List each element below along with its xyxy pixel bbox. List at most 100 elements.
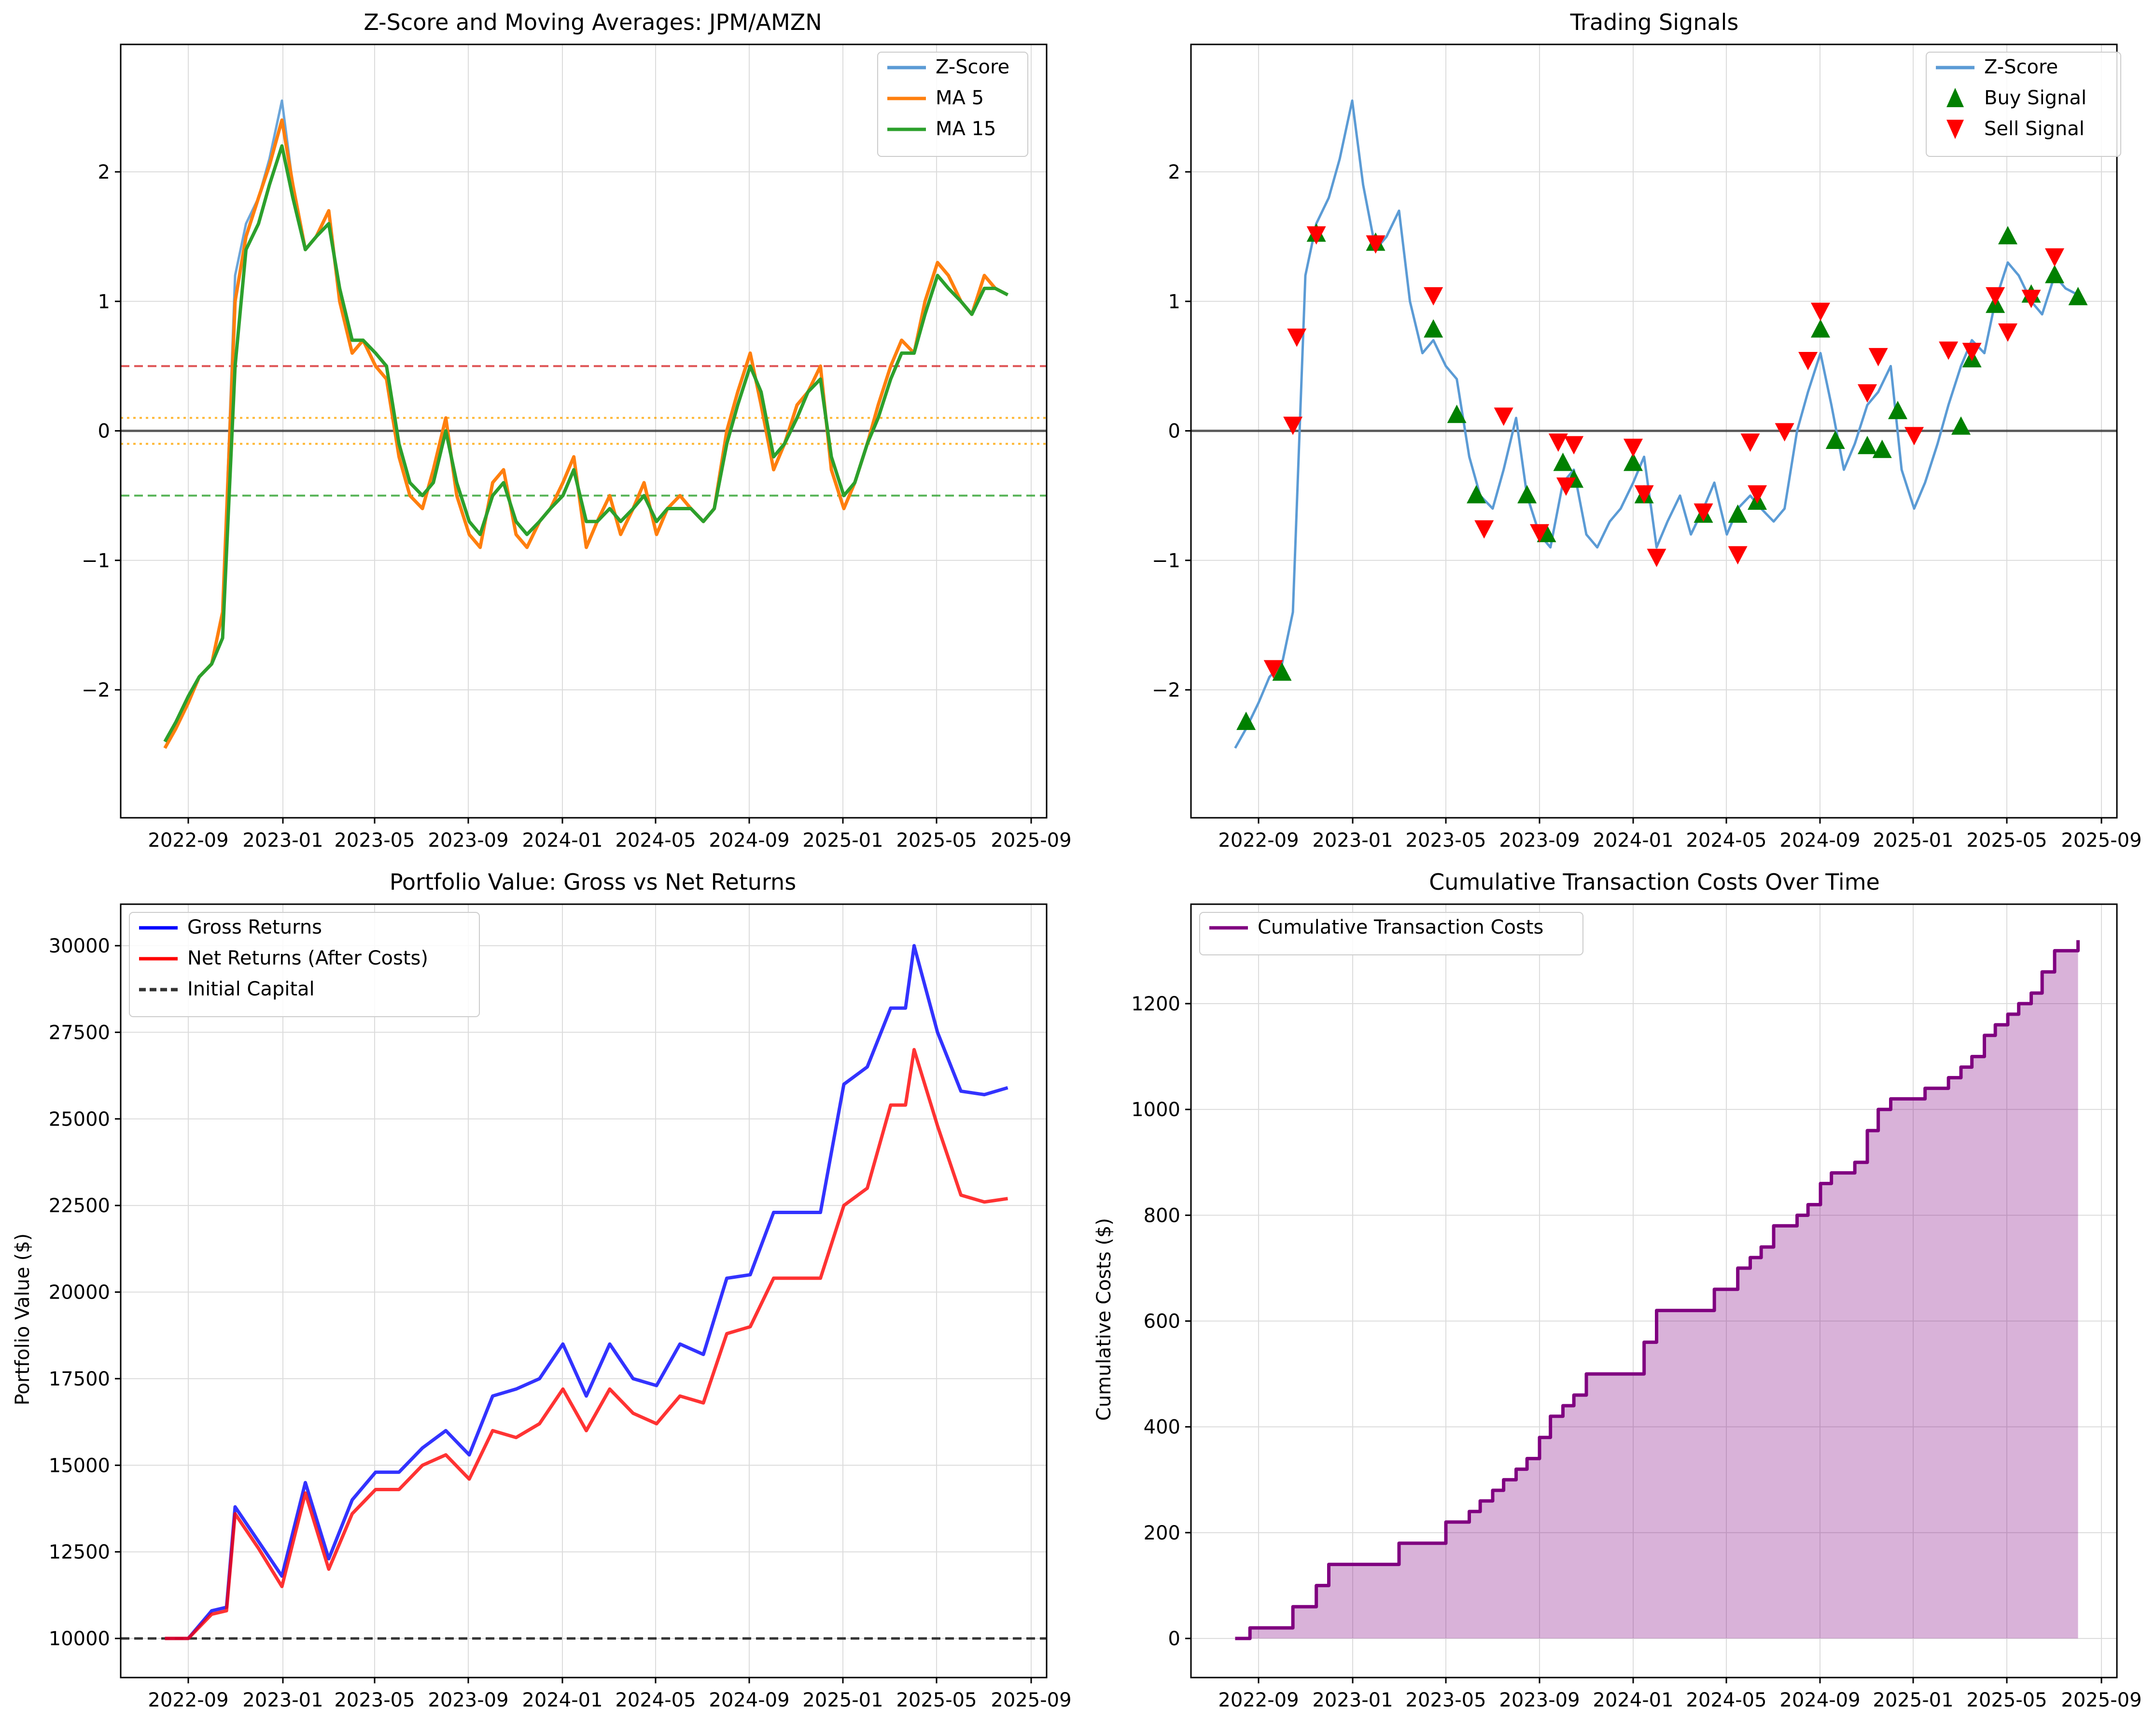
panel3-plot-area: 2022-09 2023-01 2023-05 2023-09 2024-01 2024-… [49,903,1072,1711]
sell-signal-marker [1263,660,1283,679]
zscore-ma-panel: Z-Score and Moving Averages: JPM/AMZN 20… [82,9,1072,852]
x-tick-label: 2023-05 [334,829,415,852]
axes-frame [1190,43,2118,819]
sell-signal-marker [1287,328,1307,347]
sell-signal-marker [1728,546,1748,565]
x-tick-label: 2023-09 [1499,1689,1580,1711]
x-tick-label: 2025-01 [1873,1689,1953,1711]
panel1-plot-area: 2022-09 2023-01 2023-05 2023-09 2024-01 2024-… [82,43,1072,852]
y-tick-label: −2 [1152,679,1180,701]
legend-label: MA 15 [936,118,996,140]
y-tick-label: 1200 [1131,993,1180,1015]
transaction-costs-panel: Cumulative Transaction Costs Over Time C… [1093,869,2142,1711]
x-tick-label: 2024-01 [522,1689,602,1711]
panel3-title: Portfolio Value: Gross vs Net Returns [390,869,796,895]
series-line-net [165,1048,1008,1640]
x-tick-label: 2023-05 [1405,829,1486,852]
sell-signal-marker [1904,427,1924,446]
x-tick-label: 2024-01 [1593,1689,1673,1711]
sell-signal-marker [1798,351,1818,370]
y-tick-label: 12500 [49,1541,110,1564]
x-tick-label: 2024-01 [1593,829,1673,852]
x-tick-label: 2023-05 [334,1689,415,1711]
y-tick-label: 27500 [49,1021,110,1044]
series-line-gross [165,944,1008,1640]
y-tick-label: 1 [98,291,110,313]
buy-signal-marker [1624,452,1643,471]
sell-signal-marker [1548,433,1568,452]
buy-signal-marker [2068,287,2088,306]
sell-signal-marker [1998,323,2017,342]
x-tick-label: 2025-09 [991,829,1071,852]
legend-label: Buy Signal [1984,87,2086,109]
legend-swatch [1946,88,1964,107]
legend-label: Z-Score [1984,56,2058,78]
x-tick-label: 2023-09 [428,829,508,852]
y-tick-label: 0 [1168,420,1180,443]
y-tick-label: 15000 [49,1455,110,1477]
x-tick-label: 2023-05 [1405,1689,1486,1711]
y-tick-label: 400 [1144,1416,1180,1439]
sell-signal-marker [1986,287,2005,306]
x-tick-label: 2024-05 [1686,829,1766,852]
sell-signal-marker [2021,290,2041,308]
x-tick-label: 2024-05 [615,829,696,852]
buy-signal-marker [1825,430,1845,449]
panel4-ylabel: Cumulative Costs ($) [1093,1218,1115,1421]
y-tick-label: 17500 [49,1368,110,1390]
sell-signal-marker [1748,485,1767,504]
sell-signal-marker [1647,548,1666,567]
x-tick-label: 2025-09 [991,1689,1071,1711]
x-tick-label: 2025-09 [2061,829,2142,852]
x-tick-label: 2024-05 [1686,1689,1766,1711]
panel2-plot-area: 2022-09 2023-01 2023-05 2023-09 2024-01 2024-… [1152,43,2142,852]
buy-signal-marker [1272,662,1292,681]
buy-signal-marker [1447,405,1467,423]
y-tick-label: 1000 [1131,1099,1180,1121]
x-tick-label: 2025-01 [802,1689,883,1711]
x-tick-label: 2022-09 [1218,829,1299,852]
x-tick-label: 2024-09 [1779,829,1860,852]
sell-signal-marker [1306,226,1326,245]
x-tick-label: 2025-01 [1873,829,1953,852]
legend-label: Sell Signal [1984,118,2085,140]
sell-signal-marker [1556,477,1576,496]
sell-signal-marker [1474,520,1494,539]
sell-signal-marker [1634,485,1654,504]
legend-label: Cumulative Transaction Costs [1258,916,1543,938]
legend-label: Gross Returns [187,916,322,938]
buy-signal-marker [1424,319,1443,338]
panel1-title: Z-Score and Moving Averages: JPM/AMZN [364,9,822,35]
legend-label: Initial Capital [187,978,315,1000]
y-tick-label: −1 [82,550,110,572]
x-tick-label: 2025-01 [802,829,883,852]
sell-signal-marker [1694,503,1713,522]
x-tick-label: 2023-01 [242,1689,323,1711]
y-tick-label: 200 [1144,1522,1180,1544]
y-tick-label: 2 [98,161,110,183]
cost-area-fill [1235,940,2078,1638]
y-tick-label: 1 [1168,291,1180,313]
panel2-title: Trading Signals [1570,9,1739,35]
x-tick-label: 2023-01 [1312,829,1393,852]
panel3-ylabel: Portfolio Value ($) [12,1233,34,1405]
sell-signal-marker [1494,407,1513,426]
sell-signal-marker [1775,423,1794,442]
legend-label: MA 5 [936,87,984,109]
buy-signal-marker [1872,439,1892,458]
sell-signal-marker [1939,341,1959,360]
y-tick-label: 0 [1168,1628,1180,1650]
y-tick-label: 10000 [49,1628,110,1650]
buy-signal-marker [1517,485,1537,504]
sell-signal-marker [2045,248,2064,267]
x-tick-label: 2022-09 [1218,1689,1299,1711]
x-tick-label: 2024-09 [709,829,789,852]
y-tick-label: 30000 [49,935,110,957]
x-tick-label: 2023-09 [428,1689,508,1711]
buy-signal-marker [1236,712,1256,730]
buy-signal-marker [2045,265,2064,283]
y-tick-label: 20000 [49,1282,110,1304]
y-tick-label: 22500 [49,1195,110,1217]
x-tick-label: 2022-09 [148,829,228,852]
